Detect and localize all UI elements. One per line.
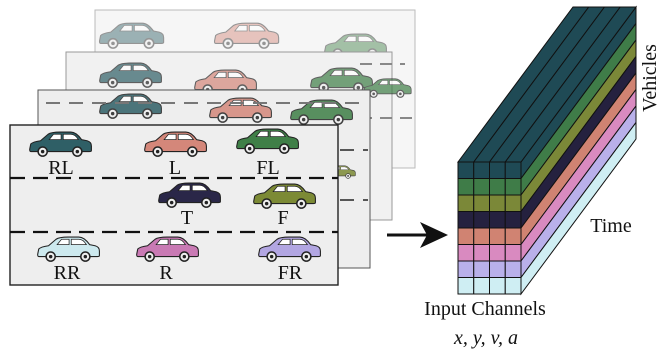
axis-label-channels: Input Channels (424, 298, 546, 320)
tensor-front-cell (473, 194, 490, 212)
tensor-front-cell (457, 161, 475, 179)
tensor-front-cell (504, 227, 522, 245)
tensor-front-cell (473, 161, 490, 179)
tensor-front-cell (457, 244, 475, 262)
tensor-front-cell (473, 244, 490, 262)
vehicle-t: T (157, 182, 222, 229)
tensor-front-cell (489, 178, 506, 196)
tensor-front-cell (489, 260, 506, 278)
tensor-front-cell (489, 227, 506, 245)
tensor-front-cell (489, 277, 506, 295)
tensor-front-cell (504, 161, 522, 179)
tensor-front-cell (489, 194, 506, 212)
tensor-front-cell (457, 178, 475, 196)
vehicle-label: L (169, 157, 181, 179)
vehicle-rr: RR (36, 236, 101, 284)
vehicle-label: F (277, 207, 288, 229)
tensor-front-cell (457, 211, 475, 229)
vehicle-label: T (181, 207, 193, 229)
tensor-front-cell (504, 178, 522, 196)
vehicle-r: R (135, 236, 200, 284)
tensor-front-cell (504, 211, 522, 229)
tensor-front-cell (489, 161, 506, 179)
tensor-front-cell (473, 178, 490, 196)
vehicle-fl: FL (235, 128, 300, 179)
vehicle-label: FL (256, 157, 279, 179)
arrow-right-icon (387, 222, 448, 248)
axis-label-channels-math: x, y, v, a (453, 327, 518, 349)
vehicle-label: RL (48, 157, 74, 179)
tensor-front-cell (504, 194, 522, 212)
tensor-front-cell (504, 277, 522, 295)
tensor-front-cell (489, 244, 506, 262)
tensor-front-cell (489, 211, 506, 229)
vehicle-fr: FR (257, 236, 322, 284)
vehicle-f: F (252, 183, 317, 229)
tensor-front-cell (473, 260, 490, 278)
tensor-front-cell (504, 260, 522, 278)
tensor-front-cell (457, 227, 475, 245)
tensor-front-cell (473, 211, 490, 229)
tensor-front-cell (504, 244, 522, 262)
vehicle-label: FR (278, 262, 303, 284)
tensor-front-cell (473, 227, 490, 245)
vehicle-l: L (143, 131, 208, 179)
vehicle-label: R (159, 262, 173, 284)
tensor-front-cell (473, 277, 490, 295)
vehicle-label: RR (54, 262, 81, 284)
tensor-front-cell (457, 260, 475, 278)
tensor-front-cell (457, 277, 475, 295)
axis-label-time: Time (590, 215, 632, 237)
tensor-front-cell (457, 194, 475, 212)
tensor-cube (457, 5, 637, 296)
axis-label-vehicles: Vehicles (639, 44, 661, 112)
vehicle-rl: RL (28, 131, 93, 179)
